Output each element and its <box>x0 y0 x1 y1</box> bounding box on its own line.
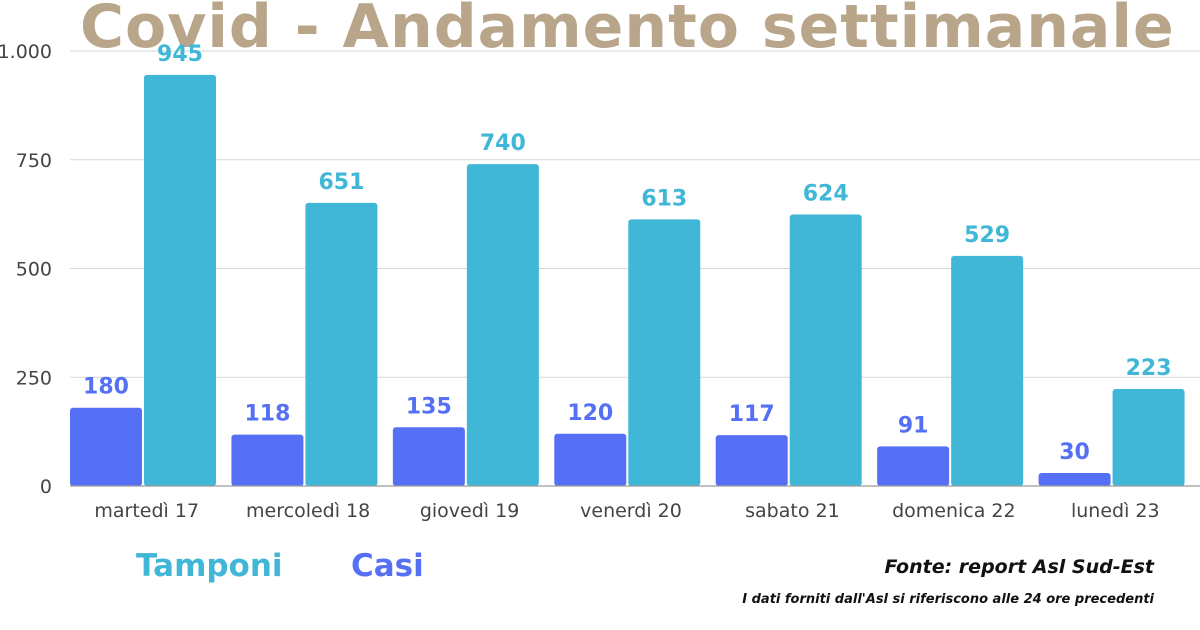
data-label-tamponi: 624 <box>803 182 849 207</box>
y-tick-label: 250 <box>16 367 52 389</box>
y-tick-label: 500 <box>16 259 52 281</box>
data-label-tamponi: 223 <box>1126 356 1172 381</box>
x-tick-label: sabato 21 <box>745 500 840 522</box>
data-label-casi: 117 <box>729 402 775 427</box>
x-tick-label: martedì 17 <box>94 500 199 522</box>
bar-casi <box>1038 472 1111 486</box>
bar-tamponi <box>1112 388 1185 486</box>
bar-casi <box>554 433 627 486</box>
x-tick-label: venerdì 20 <box>580 500 682 522</box>
x-tick-label: giovedì 19 <box>420 500 519 522</box>
source-text: Fonte: report Asl Sud-Est <box>884 556 1154 578</box>
bar-tamponi <box>628 219 701 486</box>
footnote: I dati forniti dall'Asl si riferiscono a… <box>742 592 1154 607</box>
bar-tamponi <box>789 214 862 486</box>
legend-casi: Casi <box>351 548 424 584</box>
x-tick-label: lunedì 23 <box>1071 500 1160 522</box>
data-label-tamponi: 613 <box>641 186 687 211</box>
legend-tamponi: Tamponi <box>136 548 283 584</box>
bar-casi <box>231 434 304 486</box>
data-labels: 180 945 118 651 135 740 120 613 117 624 91 529 30 223 <box>83 42 1172 465</box>
data-label-casi: 91 <box>898 413 929 438</box>
data-label-tamponi: 529 <box>964 223 1010 248</box>
chart-title: Covid - Andamento settimanale <box>80 0 1175 62</box>
bar-tamponi <box>951 255 1024 486</box>
data-label-tamponi: 740 <box>480 131 526 156</box>
data-label-casi: 118 <box>244 402 290 427</box>
bar-casi <box>392 427 465 486</box>
data-label-casi: 30 <box>1059 440 1090 465</box>
bars <box>70 74 1185 487</box>
bar-tamponi <box>466 164 539 486</box>
bar-tamponi <box>305 202 378 486</box>
x-axis: martedì 17 mercoledì 18 giovedì 19 venerdì … <box>70 485 1200 522</box>
bar-casi <box>715 435 788 486</box>
bar-tamponi <box>144 74 216 487</box>
y-tick-label: 1.000 <box>0 41 52 63</box>
bar-casi <box>70 407 142 486</box>
y-tick-label: 750 <box>16 150 52 172</box>
data-label-casi: 135 <box>406 394 452 419</box>
data-label-tamponi: 945 <box>157 42 203 67</box>
x-tick-label: mercoledì 18 <box>246 500 370 522</box>
y-tick-label: 0 <box>40 476 52 498</box>
x-tick-label: domenica 22 <box>892 500 1016 522</box>
bar-casi <box>877 446 950 486</box>
data-label-casi: 180 <box>83 375 129 400</box>
y-axis: 0 250 500 750 1.000 <box>0 41 52 498</box>
data-label-tamponi: 651 <box>318 170 364 195</box>
data-label-casi: 120 <box>567 401 613 426</box>
